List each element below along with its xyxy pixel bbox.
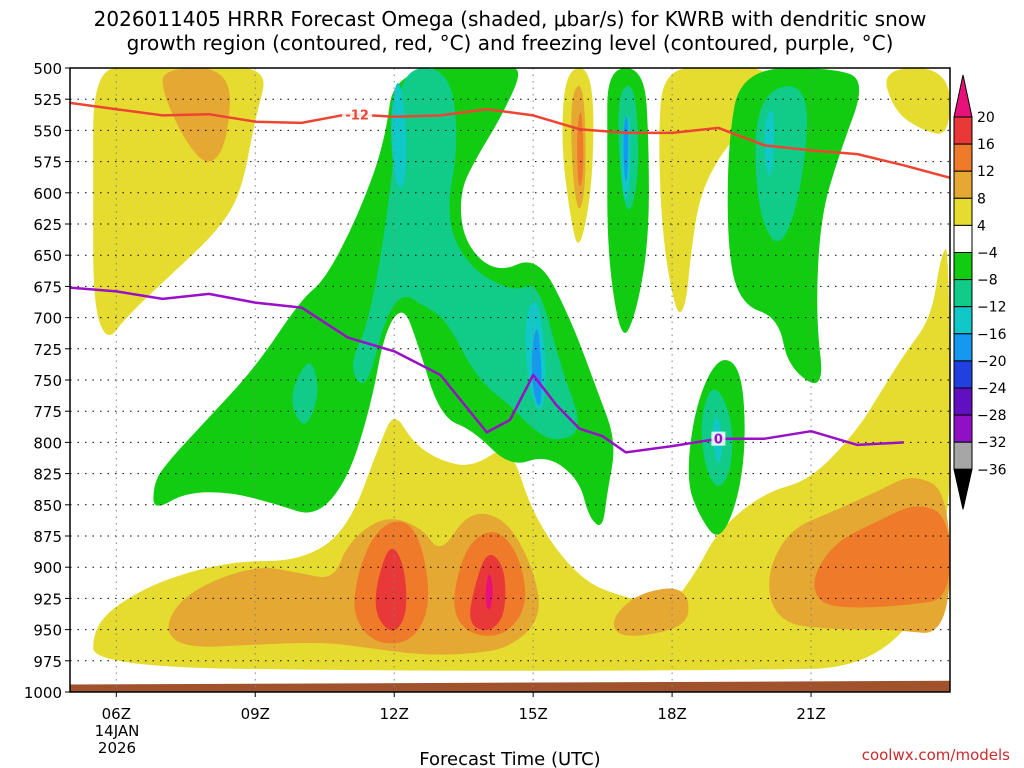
ytick-label-800: 800 <box>33 434 62 452</box>
colorbar-band-b12_16 <box>953 143 973 172</box>
omega-region-bm12_m16-29 <box>764 110 774 176</box>
colorbar-label-8: −16 <box>977 327 1007 343</box>
colorbar-label-7: −12 <box>977 300 1007 316</box>
ytick-label-900: 900 <box>33 559 62 577</box>
ytick-label-950: 950 <box>33 622 62 640</box>
freezing-contour-line <box>70 286 904 454</box>
colorbar-band-b_neutral <box>953 224 973 253</box>
ytick-label-975: 975 <box>33 653 62 671</box>
contour-lines: -12 0 <box>70 101 950 454</box>
omega-region-b16_20-6 <box>375 548 407 631</box>
freezing-contour-label: 0 <box>714 433 723 448</box>
ytick-label-650: 650 <box>33 247 62 265</box>
xtick-label-09Z: 09Z <box>241 705 270 723</box>
credit-text: coolwx.com/models <box>862 746 1010 764</box>
ytick-label-700: 700 <box>33 310 62 328</box>
colorbar-band-bm32_m36 <box>953 441 973 470</box>
colorbar-label-12: −32 <box>977 435 1007 451</box>
pressure-axis: 500 525 550 575 600 625 650 675 700 725 750 775 800 8… <box>24 60 70 702</box>
colorbar-band-bm12_m16 <box>953 306 973 335</box>
omega-region-b4_8-2 <box>93 248 950 671</box>
omega-region-bm16_m20-31 <box>531 329 542 406</box>
xtick-label-18Z: 18Z <box>657 705 686 723</box>
colorbar-band-b4_8 <box>953 197 973 226</box>
ground-strip <box>70 680 950 692</box>
xtick-label-06Z: 06Z <box>102 705 131 723</box>
colorbar-label-4: 4 <box>977 218 986 234</box>
ytick-label-550: 550 <box>33 122 62 140</box>
ytick-label-875: 875 <box>33 528 62 546</box>
colorbar-band-b8_12 <box>953 170 973 199</box>
ground-layer <box>70 680 950 692</box>
x-axis-label: Forecast Time (UTC) <box>419 749 600 768</box>
chart-title-line1: 2026011405 HRRR Forecast Omega (shaded, … <box>94 7 927 31</box>
colorbar-label-3: 8 <box>977 191 986 207</box>
xtick-label-15Z: 15Z <box>518 705 547 723</box>
ytick-label-525: 525 <box>33 91 62 109</box>
colorbar-band-bm4_m8 <box>953 252 973 281</box>
colorbar-band-bm16_m20 <box>953 333 973 362</box>
dgz-contour-label: -12 <box>345 109 369 124</box>
ytick-label-725: 725 <box>33 341 62 359</box>
omega-region-b8_12-3 <box>168 513 539 655</box>
colorbar-band-bm28_m32 <box>953 414 973 443</box>
chart-title-line2: growth region (contoured, red, °C) and f… <box>127 31 894 55</box>
ytick-label-925: 925 <box>33 590 62 608</box>
ytick-label-850: 850 <box>33 497 62 515</box>
ytick-label-625: 625 <box>33 216 62 234</box>
omega-region-b8_12-9 <box>613 588 689 636</box>
omega-region-b12_16-11 <box>814 506 950 608</box>
xtick-label-21Z: 21Z <box>796 705 825 723</box>
colorbar-band-b16_20 <box>953 116 973 145</box>
ytick-label-775: 775 <box>33 403 62 421</box>
xtick-label-12Z: 12Z <box>380 705 409 723</box>
omega-region-bm8_m12-21 <box>353 68 578 440</box>
colorbar-band-bm24_m28 <box>953 387 973 416</box>
ytick-label-825: 825 <box>33 466 62 484</box>
colorbar-band-bm8_m12 <box>953 279 973 308</box>
colorbar-label-9: −20 <box>977 354 1007 370</box>
dgz-contour-line <box>70 101 950 180</box>
colorbar-label-2: 12 <box>977 164 995 180</box>
time-axis: 06Z 09Z 12Z 15Z 18Z 21Z <box>102 692 826 723</box>
colorbar-label-13: −36 <box>977 462 1007 478</box>
colorbar-bottom-arrow <box>953 468 973 510</box>
omega-region-b12_16-14 <box>577 112 584 187</box>
ytick-label-1000: 1000 <box>24 684 62 702</box>
freezing-contour-label-bg <box>711 431 726 446</box>
colorbar-label-6: −8 <box>977 273 998 289</box>
omega-region-bm12_m16-26 <box>391 82 407 188</box>
colorbar-label-0: 20 <box>977 110 995 126</box>
date-line1: 14JAN <box>95 722 140 740</box>
dgz-contour-label-bg <box>342 107 373 122</box>
omega-region-extreme_high-8 <box>485 574 493 610</box>
ytick-label-675: 675 <box>33 278 62 296</box>
colorbar-top-arrow <box>953 74 973 118</box>
colorbar: 20 16 12 8 4 −4 −8 −12 −16 −20 −24 −28 −32 −36 <box>953 74 1007 510</box>
colorbar-band-bm20_m24 <box>953 360 973 389</box>
colorbar-label-5: −4 <box>977 246 998 262</box>
omega-region-b4_8-16 <box>886 68 950 134</box>
colorbar-label-1: 16 <box>977 137 995 153</box>
date-line2: 2026 <box>98 739 136 757</box>
colorbar-label-10: −24 <box>977 381 1007 397</box>
grid-lines <box>70 68 950 692</box>
ytick-label-750: 750 <box>33 372 62 390</box>
colorbar-label-11: −28 <box>977 408 1007 424</box>
ytick-label-575: 575 <box>33 154 62 172</box>
ytick-label-500: 500 <box>33 60 62 78</box>
ytick-label-600: 600 <box>33 185 62 203</box>
omega-region-bm8_m12-25 <box>292 363 318 424</box>
